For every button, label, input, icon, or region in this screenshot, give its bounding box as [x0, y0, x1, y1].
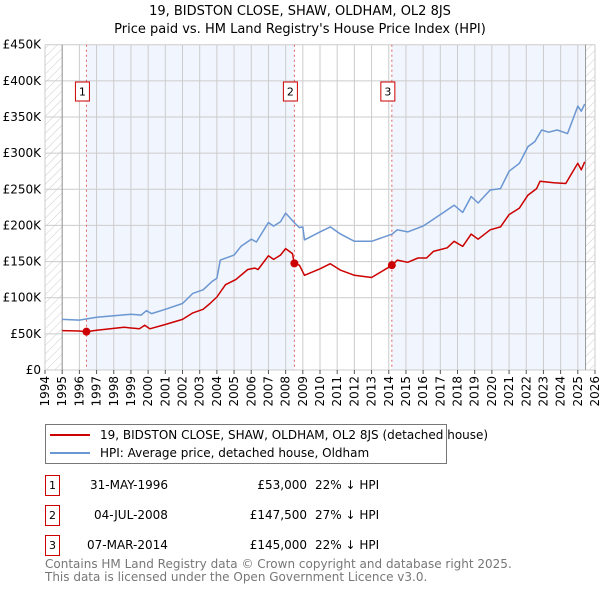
- y-tick-label: £350K: [3, 110, 43, 124]
- y-tick-label: £300K: [3, 146, 43, 160]
- legend-item-property: 19, BIDSTON CLOSE, SHAW, OLDHAM, OL2 8JS…: [50, 427, 488, 443]
- sale-date: 04-JUL-2008: [94, 508, 168, 522]
- sale-marker-badge: 3: [45, 535, 60, 556]
- property-price-line: [62, 161, 586, 333]
- sale-price: £53,000: [257, 478, 307, 492]
- table-row: 3 07-MAR-2014 £145,000 22% ↓ HPI: [45, 535, 445, 556]
- chart-subtitle: Price paid vs. HM Land Registry's House …: [114, 22, 486, 37]
- sale-hpi-diff: 27% ↓ HPI: [315, 508, 380, 522]
- x-tick-label: 1998: [107, 376, 121, 407]
- sale-point: [290, 259, 299, 268]
- x-tick-label: 1999: [124, 376, 138, 407]
- x-tick-label: 1995: [55, 376, 69, 407]
- x-tick-label: 2008: [279, 376, 293, 407]
- price-chart: £0 £50K £100K £150K £200K £250K £300K £350K £400…: [3, 38, 600, 407]
- x-tick-label: 1996: [72, 376, 86, 407]
- x-tick-label: 2001: [158, 376, 172, 407]
- legend-swatch-red: [50, 434, 90, 436]
- sale-label: 2: [287, 86, 294, 99]
- x-tick-label: 2003: [193, 376, 207, 407]
- sale-point: [82, 327, 91, 336]
- table-row: 1 31-MAY-1996 £53,000 22% ↓ HPI: [45, 475, 445, 496]
- y-tick-label: £450K: [3, 38, 43, 52]
- sale-hpi-diff: 22% ↓ HPI: [315, 538, 380, 552]
- x-tick-label: 2013: [365, 376, 379, 407]
- x-tick-label: 2024: [554, 376, 568, 407]
- x-tick-label: 2022: [519, 376, 533, 407]
- x-tick-label: 2023: [536, 376, 550, 407]
- hatched-no-data-region: [45, 44, 63, 370]
- x-tick-label: 2020: [485, 376, 499, 407]
- sale-date: 07-MAR-2014: [87, 538, 168, 552]
- x-tick-label: 2019: [468, 376, 482, 407]
- y-tick-label: £150K: [3, 255, 43, 269]
- sale-label-box: [282, 81, 298, 102]
- x-tick-label: 2016: [416, 376, 430, 407]
- x-tick-label: 2010: [313, 376, 327, 407]
- x-tick-label: 2025: [571, 376, 585, 407]
- sale-label: 3: [384, 86, 391, 99]
- y-tick-label: £250K: [3, 182, 43, 196]
- sale-marker-badge: 2: [45, 505, 60, 526]
- x-tick-label: 2026: [588, 376, 600, 407]
- x-tick-label: 2012: [347, 376, 361, 407]
- sale-point: [387, 261, 396, 270]
- y-tick-label: £0: [26, 363, 41, 377]
- x-tick-label: 2000: [141, 376, 155, 407]
- chart-title: 19, BIDSTON CLOSE, SHAW, OLDHAM, OL2 8JS: [149, 4, 451, 19]
- sale-date: 31-MAY-1996: [90, 478, 169, 492]
- y-tick-label: £100K: [3, 291, 43, 305]
- footer: Contains HM Land Registry data © Crown c…: [45, 558, 512, 584]
- y-tick-label: £200K: [3, 218, 43, 232]
- table-row: 2 04-JUL-2008 £147,500 27% ↓ HPI: [45, 505, 445, 526]
- sale-marker-badge: 1: [45, 475, 60, 496]
- legend-item-hpi: HPI: Average price, detached house, Oldh…: [50, 445, 369, 461]
- x-tick-label: 2007: [261, 376, 275, 407]
- legend-label: 19, BIDSTON CLOSE, SHAW, OLDHAM, OL2 8JS…: [100, 428, 489, 442]
- shaded-ownership-region: [391, 44, 586, 370]
- sale-label-box: [74, 81, 90, 102]
- shaded-ownership-region: [86, 44, 295, 370]
- sale-label: 1: [79, 86, 86, 99]
- y-tick-label: £50K: [10, 327, 42, 341]
- x-tick-label: 2005: [227, 376, 241, 407]
- x-tick-label: 2017: [433, 376, 447, 407]
- legend-swatch-blue: [50, 452, 90, 454]
- x-tick-label: 2004: [210, 376, 224, 407]
- x-tick-label: 2018: [451, 376, 465, 407]
- x-tick-label: 2014: [382, 376, 396, 407]
- x-tick-label: 2006: [244, 376, 258, 407]
- sale-label-box: [380, 81, 396, 102]
- sale-price: £145,000: [249, 538, 307, 552]
- x-tick-label: 2002: [176, 376, 190, 407]
- legend: 19, BIDSTON CLOSE, SHAW, OLDHAM, OL2 8JS…: [45, 424, 488, 464]
- footer-license: This data is licensed under the Open Gov…: [45, 570, 428, 584]
- x-tick-label: 1994: [38, 376, 52, 407]
- legend-label: HPI: Average price, detached house, Oldh…: [100, 446, 370, 460]
- sale-price: £147,500: [249, 508, 307, 522]
- hpi-line: [62, 103, 586, 321]
- footer-copyright: Contains HM Land Registry data © Crown c…: [45, 557, 512, 571]
- x-tick-label: 1997: [90, 376, 104, 407]
- sale-hpi-diff: 22% ↓ HPI: [315, 478, 380, 492]
- hatched-no-data-region: [585, 44, 595, 370]
- x-tick-label: 2015: [399, 376, 413, 407]
- x-tick-label: 2011: [330, 376, 344, 407]
- x-tick-label: 2021: [502, 376, 516, 407]
- x-tick-label: 2009: [296, 376, 310, 407]
- y-tick-label: £400K: [3, 74, 43, 88]
